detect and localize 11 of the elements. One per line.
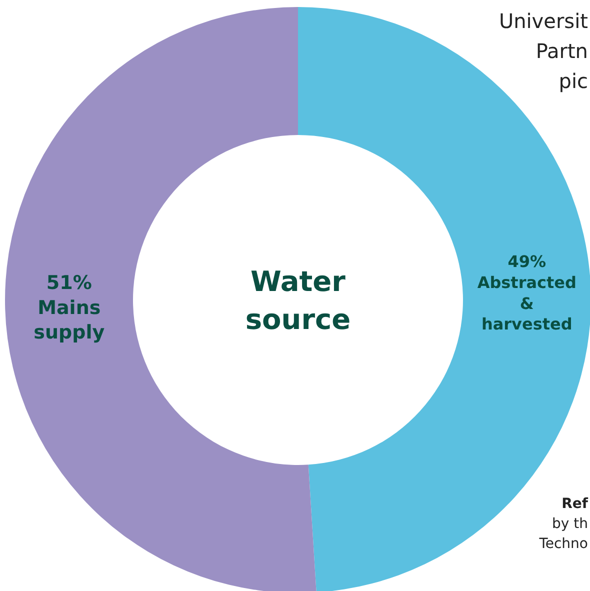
text: Partn — [536, 39, 588, 63]
text: Water source — [245, 265, 351, 336]
text: Ref — [562, 496, 589, 512]
text: by th — [552, 516, 588, 532]
data-label: 51% — [46, 272, 92, 294]
text: pic — [558, 69, 588, 93]
data-label: 49% — [508, 252, 546, 272]
slice-label: Abstracted & harvested — [477, 273, 576, 334]
slice-label: Mains supply — [34, 296, 106, 344]
text: Techno — [538, 536, 588, 552]
text: Universit — [498, 9, 588, 33]
